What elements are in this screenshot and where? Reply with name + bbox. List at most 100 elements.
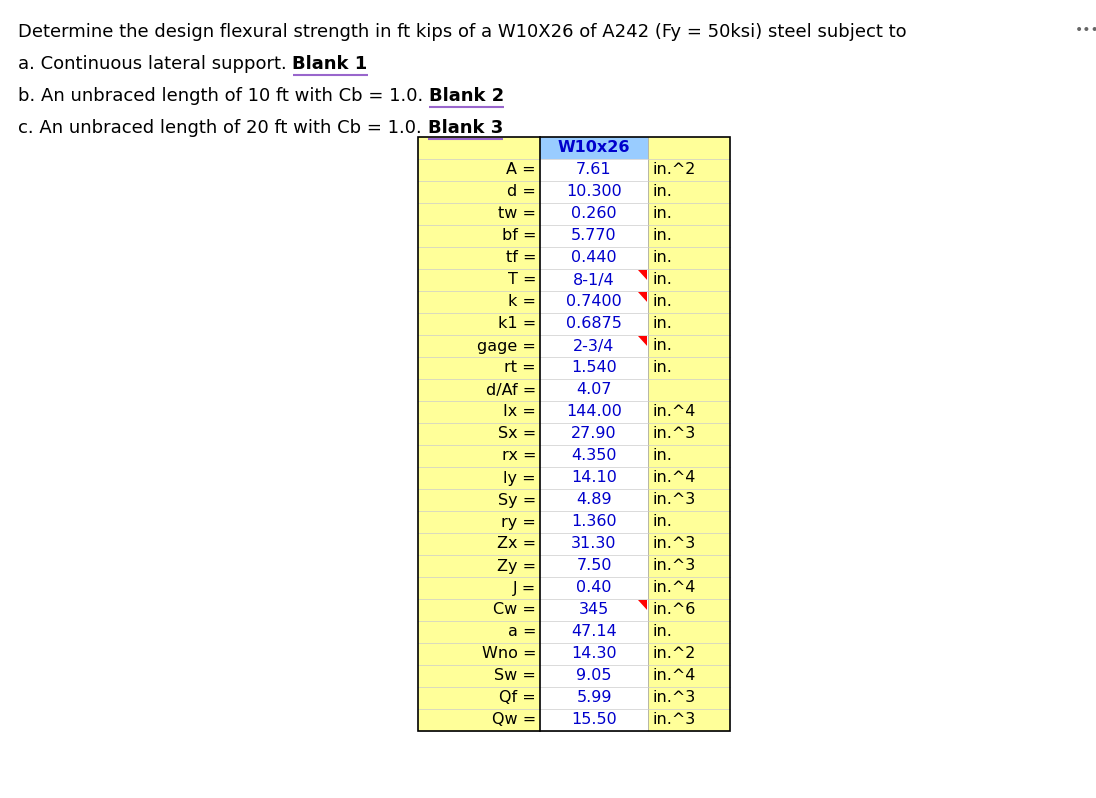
- Bar: [540, 181, 648, 203]
- Text: in.^3: in.^3: [652, 536, 695, 551]
- Bar: [540, 291, 648, 313]
- Bar: [540, 313, 648, 335]
- Text: Zx =: Zx =: [496, 536, 536, 551]
- Bar: [540, 467, 648, 489]
- Text: Blank 2: Blank 2: [429, 87, 504, 105]
- Text: Blank 3: Blank 3: [427, 119, 503, 137]
- Text: 7.50: 7.50: [576, 559, 612, 574]
- Bar: [540, 489, 648, 511]
- Text: J =: J =: [513, 580, 536, 595]
- Bar: [540, 511, 648, 533]
- Text: Cw =: Cw =: [493, 602, 536, 618]
- Text: 0.7400: 0.7400: [567, 294, 621, 310]
- Text: 1.360: 1.360: [571, 515, 617, 530]
- Text: ry =: ry =: [501, 515, 536, 530]
- Bar: [540, 423, 648, 445]
- Text: 5.99: 5.99: [576, 690, 612, 705]
- Text: in.: in.: [652, 515, 672, 530]
- Text: in.: in.: [652, 317, 672, 331]
- Bar: [540, 203, 648, 225]
- Bar: [540, 357, 648, 379]
- Text: 0.260: 0.260: [571, 207, 617, 222]
- Text: in.^6: in.^6: [652, 602, 695, 618]
- Text: in.: in.: [652, 625, 672, 639]
- Text: d/Af =: d/Af =: [486, 382, 536, 397]
- Bar: [418, 137, 730, 731]
- Bar: [540, 687, 648, 709]
- Bar: [540, 269, 648, 291]
- Text: bf =: bf =: [502, 228, 536, 243]
- Bar: [540, 445, 648, 467]
- Text: Sx =: Sx =: [498, 426, 536, 441]
- Bar: [540, 599, 648, 621]
- Bar: [540, 137, 648, 159]
- Text: a. Continuous lateral support.: a. Continuous lateral support.: [18, 55, 293, 73]
- Text: in.^3: in.^3: [652, 426, 695, 441]
- Text: Zy =: Zy =: [496, 559, 536, 574]
- Text: 31.30: 31.30: [571, 536, 617, 551]
- Bar: [540, 379, 648, 401]
- Text: in.^4: in.^4: [652, 405, 695, 420]
- Text: 0.440: 0.440: [571, 251, 617, 266]
- Bar: [540, 621, 648, 643]
- Text: 10.300: 10.300: [567, 184, 621, 200]
- Text: 144.00: 144.00: [566, 405, 621, 420]
- Text: in.: in.: [652, 251, 672, 266]
- Bar: [540, 665, 648, 687]
- Text: in.: in.: [652, 184, 672, 200]
- Text: 0.40: 0.40: [576, 580, 612, 595]
- Text: in.^3: in.^3: [652, 492, 695, 508]
- Text: 4.350: 4.350: [571, 448, 617, 464]
- Text: 9.05: 9.05: [576, 669, 612, 684]
- Text: b. An unbraced length of 10 ft with Cb = 1.0.: b. An unbraced length of 10 ft with Cb =…: [18, 87, 429, 105]
- Text: d =: d =: [507, 184, 536, 200]
- Text: in.^4: in.^4: [652, 669, 695, 684]
- Text: Determine the design flexural strength in ft kips of a W10X26 of A242 (Fy = 50ks: Determine the design flexural strength i…: [18, 23, 906, 41]
- Bar: [540, 247, 648, 269]
- Polygon shape: [638, 336, 647, 346]
- Text: Ix =: Ix =: [503, 405, 536, 420]
- Text: 345: 345: [579, 602, 609, 618]
- Text: gage =: gage =: [477, 338, 536, 354]
- Bar: [540, 533, 648, 555]
- Text: in.: in.: [652, 361, 672, 376]
- Text: in.: in.: [652, 448, 672, 464]
- Text: rt =: rt =: [504, 361, 536, 376]
- Text: 2-3/4: 2-3/4: [573, 338, 615, 354]
- Text: in.^3: in.^3: [652, 690, 695, 705]
- Text: 0.6875: 0.6875: [566, 317, 621, 331]
- Text: 47.14: 47.14: [571, 625, 617, 639]
- Text: 27.90: 27.90: [571, 426, 617, 441]
- Polygon shape: [638, 270, 647, 280]
- Text: 8-1/4: 8-1/4: [573, 272, 615, 287]
- Text: in.: in.: [652, 272, 672, 287]
- Polygon shape: [638, 292, 647, 302]
- Text: 1.540: 1.540: [571, 361, 617, 376]
- Text: A =: A =: [506, 163, 536, 177]
- Text: in.: in.: [652, 294, 672, 310]
- Text: k1 =: k1 =: [498, 317, 536, 331]
- Text: in.^4: in.^4: [652, 580, 695, 595]
- Text: a =: a =: [507, 625, 536, 639]
- Bar: [540, 159, 648, 181]
- Text: 4.89: 4.89: [576, 492, 612, 508]
- Text: Blank 1: Blank 1: [293, 55, 368, 73]
- Text: rx =: rx =: [502, 448, 536, 464]
- Bar: [540, 555, 648, 577]
- Text: Qw =: Qw =: [492, 713, 536, 728]
- Text: c. An unbraced length of 20 ft with Cb = 1.0.: c. An unbraced length of 20 ft with Cb =…: [18, 119, 427, 137]
- Text: 15.50: 15.50: [571, 713, 617, 728]
- Bar: [540, 643, 648, 665]
- Text: in.^3: in.^3: [652, 559, 695, 574]
- Text: in.^2: in.^2: [652, 646, 695, 662]
- Text: Qf =: Qf =: [500, 690, 536, 705]
- Bar: [540, 335, 648, 357]
- Text: •••: •••: [1075, 23, 1096, 37]
- Bar: [418, 137, 730, 731]
- Text: ly =: ly =: [503, 471, 536, 485]
- Bar: [540, 401, 648, 423]
- Text: in.^4: in.^4: [652, 471, 695, 485]
- Polygon shape: [638, 600, 647, 610]
- Text: 4.07: 4.07: [576, 382, 612, 397]
- Text: in.: in.: [652, 228, 672, 243]
